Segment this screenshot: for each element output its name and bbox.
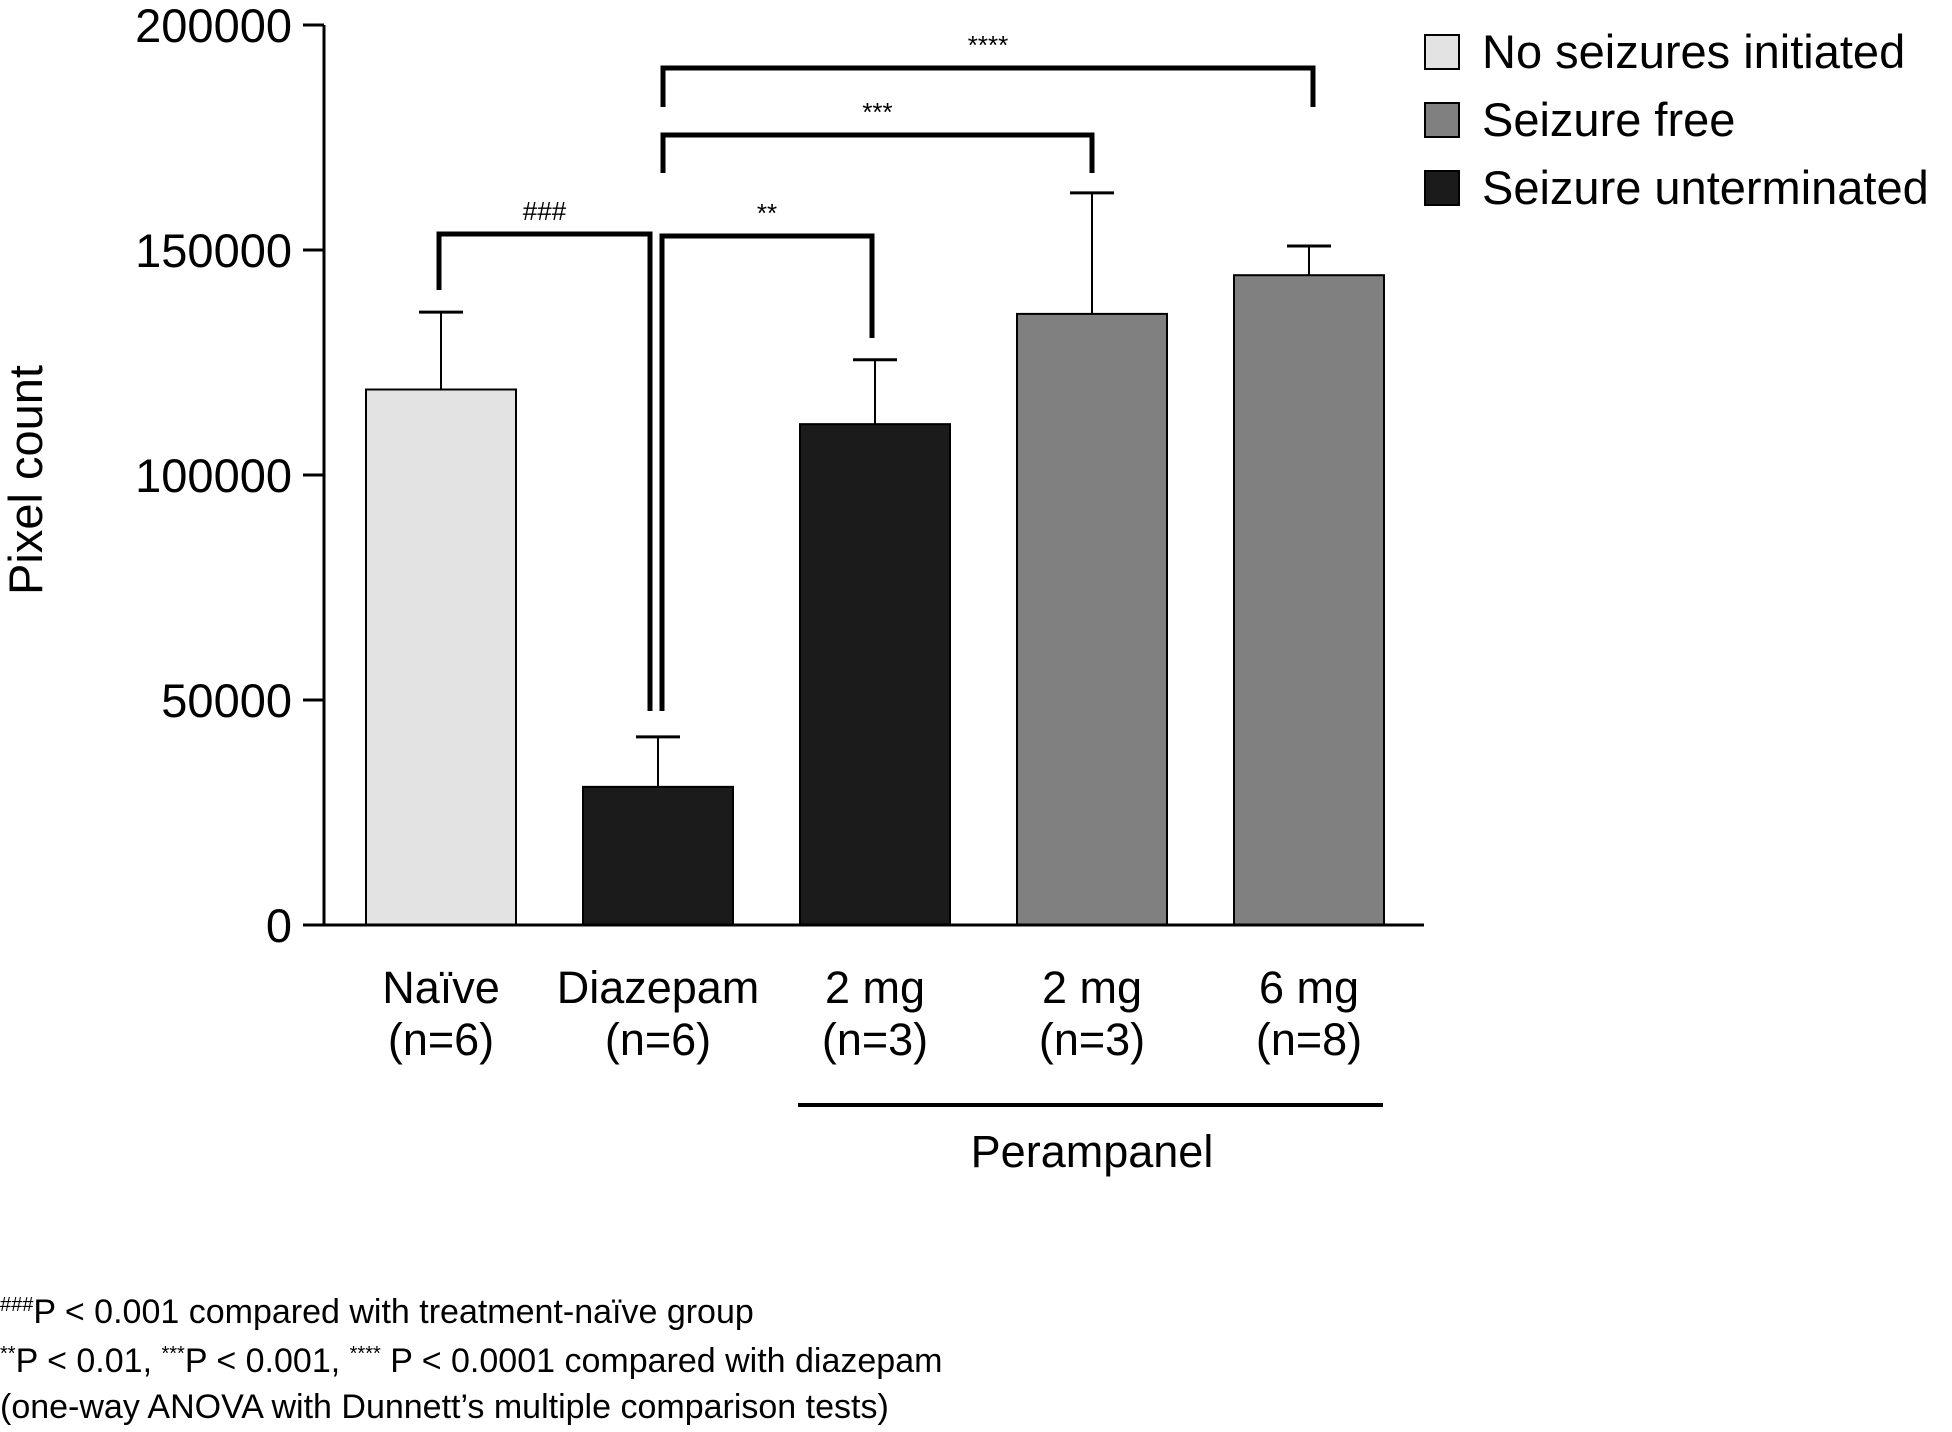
- y-tick-label: 150000: [135, 224, 292, 277]
- significance-label: ***: [862, 97, 892, 127]
- x-tick-sublabel: (n=6): [388, 1014, 494, 1065]
- y-tick-label: 200000: [135, 0, 292, 52]
- significance-bracket: [660, 65, 1316, 107]
- bar: [365, 388, 517, 926]
- significance-label: ###: [523, 196, 567, 226]
- x-tick-sublabel: (n=6): [605, 1014, 711, 1065]
- footnote-text: P < 0.01,: [16, 1342, 162, 1380]
- legend-label: Seizure free: [1482, 93, 1735, 146]
- legend: No seizures initiated Seizure free Seizure…: [1424, 25, 1929, 214]
- y-tick-label: 50000: [161, 674, 292, 727]
- y-ticks-group: 0 50000 100000 150000 200000: [135, 0, 324, 952]
- x-labels-group: Naïve(n=6)Diazepam(n=6)2 mg(n=3)2 mg(n=3…: [382, 962, 1362, 1065]
- footnotes: ###P < 0.001 compared with treatment-naï…: [0, 1293, 942, 1426]
- footnote-text: P < 0.0001 compared with diazepam: [381, 1342, 943, 1380]
- footnote-text: P < 0.001 compared with treatment-naïve …: [33, 1293, 753, 1331]
- bar: [799, 423, 951, 926]
- footnote-text: P < 0.001,: [185, 1342, 350, 1380]
- error-bars-group: [419, 191, 1331, 787]
- significance-bracket: [436, 231, 653, 711]
- footnote-superscript-3star: ***: [161, 1343, 185, 1365]
- footnote-superscript-hash: ###: [0, 1294, 34, 1316]
- significance-brackets-group: ### *********: [436, 30, 1316, 711]
- y-axis-title: Pixel count: [0, 365, 52, 595]
- significance-bracket: [660, 132, 1095, 173]
- legend-label: No seizures initiated: [1482, 25, 1905, 78]
- legend-swatch: [1424, 34, 1460, 70]
- footnote-superscript-4star: ****: [350, 1343, 381, 1365]
- x-tick-sublabel: (n=8): [1256, 1014, 1362, 1065]
- x-tick-sublabel: (n=3): [822, 1014, 928, 1065]
- significance-bracket: [659, 233, 875, 711]
- footnote-line-3: (one-way ANOVA with Dunnett’s multiple c…: [0, 1388, 889, 1426]
- legend-label: Seizure unterminated: [1482, 161, 1929, 214]
- y-tick-label: 100000: [135, 449, 292, 502]
- footnote-superscript-2star: **: [0, 1343, 16, 1365]
- x-tick-label: 2 mg: [1042, 962, 1142, 1013]
- x-tick-label: Diazepam: [557, 962, 760, 1013]
- footnote-line-2: **P < 0.01, ***P < 0.001, **** P < 0.000…: [0, 1342, 942, 1380]
- bar: [1233, 274, 1385, 926]
- perampanel-group-label: Perampanel: [971, 1126, 1214, 1177]
- x-tick-sublabel: (n=3): [1039, 1014, 1145, 1065]
- legend-swatch: [1424, 170, 1460, 206]
- y-tick-label: 0: [266, 899, 292, 952]
- x-tick-label: Naïve: [382, 962, 500, 1013]
- significance-label: **: [757, 198, 777, 228]
- footnote-line-1: ###P < 0.001 compared with treatment-naï…: [0, 1293, 754, 1331]
- bar: [1016, 312, 1168, 926]
- bar: [582, 785, 734, 926]
- significance-label: ****: [968, 30, 1008, 60]
- legend-swatch: [1424, 102, 1460, 138]
- x-tick-label: 2 mg: [825, 962, 925, 1013]
- x-tick-label: 6 mg: [1259, 962, 1359, 1013]
